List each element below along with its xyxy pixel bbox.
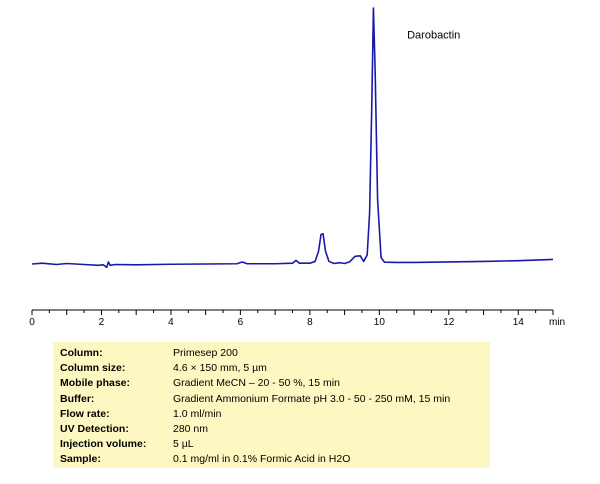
- info-row: Injection volume: 5 µL: [60, 437, 490, 452]
- info-row: Buffer: Gradient Ammonium Formate pH 3.0 …: [60, 392, 490, 407]
- x-tick-label: 2: [99, 317, 105, 328]
- x-tick-label: 12: [443, 317, 455, 328]
- info-label: Sample:: [60, 453, 101, 466]
- info-value: 0.1 mg/ml in 0.1% Formic Acid in H2O: [173, 453, 351, 466]
- x-tick-label: 0: [29, 317, 35, 328]
- x-axis-tick-labels: 0 2 4 6 8 10 12 14: [29, 317, 524, 328]
- info-row: Column: Primesep 200: [60, 346, 490, 361]
- info-label: Column size:: [60, 362, 126, 375]
- chromatogram-trace: [31, 7, 554, 269]
- info-value: 4.6 × 150 mm, 5 µm: [173, 362, 267, 375]
- x-tick-label: 14: [513, 317, 525, 328]
- info-label: Flow rate:: [60, 407, 110, 420]
- info-value: Gradient Ammonium Formate pH 3.0 - 50 - …: [173, 392, 451, 405]
- info-value: 280 nm: [173, 422, 209, 435]
- info-label: Column:: [60, 347, 103, 359]
- info-value: Gradient MeCN – 20 - 50 %, 15 min: [173, 377, 340, 390]
- info-row: Flow rate: 1.0 ml/min: [60, 407, 490, 422]
- info-row: Sample: 0.1 mg/ml in 0.1% Formic Acid in …: [60, 452, 490, 467]
- x-tick-label: 8: [307, 317, 313, 328]
- x-tick-label: 4: [168, 317, 174, 328]
- info-value: 1.0 ml/min: [173, 407, 222, 420]
- info-label: Injection volume:: [60, 438, 147, 451]
- chromatogram-chart: 0 2 4 6 8 10 12 14 min Darobactin: [29, 7, 565, 328]
- info-label: Mobile phase:: [60, 377, 131, 390]
- info-value: Primesep 200: [173, 347, 238, 359]
- x-tick-label: 10: [374, 317, 386, 328]
- method-info-box: Column: Primesep 200 Column size: 4.6 × 150…: [53, 342, 490, 468]
- info-label: Buffer:: [60, 392, 95, 405]
- info-label: UV Detection:: [60, 422, 129, 435]
- peak-annotations: Darobactin: [407, 30, 460, 42]
- x-tick-label: 6: [238, 317, 244, 328]
- x-axis-unit-label: min: [549, 317, 565, 328]
- info-row: Mobile phase: Gradient MeCN – 20 - 50 %, …: [60, 376, 490, 391]
- info-row: Column size: 4.6 × 150 mm, 5 µm: [60, 361, 490, 376]
- info-row: UV Detection: 280 nm: [60, 422, 490, 437]
- peak-label: Darobactin: [407, 30, 460, 42]
- info-value: 5 µL: [173, 438, 194, 451]
- x-axis-ticks: [31, 310, 554, 315]
